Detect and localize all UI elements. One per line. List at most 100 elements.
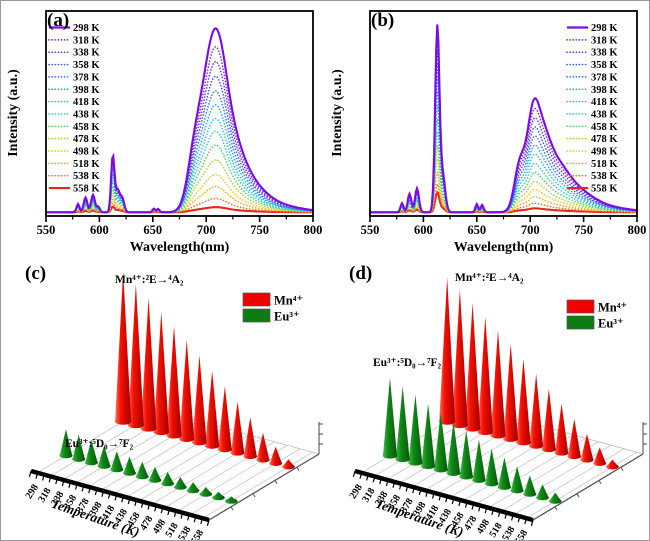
legend-label: 318 K bbox=[591, 35, 618, 46]
cone-body bbox=[459, 430, 473, 477]
cone-body bbox=[230, 401, 245, 453]
y-axis-title-b: Intensity (a.u.) bbox=[330, 69, 345, 157]
cone-body bbox=[510, 466, 524, 491]
temperature-axis-tick bbox=[101, 490, 105, 497]
temperature-axis-tick bbox=[88, 487, 91, 494]
temperature-axis-tick bbox=[352, 470, 356, 477]
cone-body bbox=[136, 461, 149, 477]
cone-body bbox=[477, 316, 493, 432]
temperature-axis-tick bbox=[504, 512, 508, 519]
right-edge-tick bbox=[230, 506, 234, 511]
legend-label: 358 K bbox=[73, 60, 100, 71]
right-edge-tick bbox=[296, 466, 300, 471]
x-axis-title-a: Wavelength(nm) bbox=[129, 240, 230, 255]
temperature-axis-tick bbox=[114, 494, 118, 501]
cone-body bbox=[516, 358, 531, 443]
cone-body bbox=[464, 302, 481, 429]
cone-body bbox=[187, 482, 200, 491]
legend-label: 298 K bbox=[73, 23, 100, 34]
temperature-axis-tick bbox=[134, 499, 138, 506]
temperature-axis-tick bbox=[154, 505, 157, 512]
cone-body bbox=[490, 330, 506, 436]
panel-c: 298 318 338 358 378 398 418 438 458 478 498 518 538 5… bbox=[1, 259, 325, 540]
temperature-axis bbox=[354, 468, 534, 523]
x-tick-label: 700 bbox=[521, 223, 540, 237]
legend-label: Mn⁴⁺ bbox=[274, 294, 303, 308]
cone-body bbox=[503, 343, 518, 439]
legend-label: 518 K bbox=[73, 159, 100, 170]
cone-body bbox=[161, 471, 174, 484]
temperature-axis-tick bbox=[478, 505, 481, 512]
legend-label: 518 K bbox=[591, 159, 618, 170]
cone-body bbox=[199, 486, 212, 495]
cone-body bbox=[59, 429, 73, 456]
spectrum-curve-298-K bbox=[370, 24, 638, 214]
spectrum-curve-298-K bbox=[46, 27, 314, 214]
temperature-axis-tick bbox=[372, 476, 376, 483]
top-row: 550 600 650 700 750 800 298 K 318 K 338 K 358 K 37… bbox=[1, 1, 649, 259]
cone-body bbox=[140, 297, 157, 429]
legend-label: Mn⁴⁺ bbox=[598, 301, 627, 315]
temperature-axis-tick bbox=[458, 499, 462, 506]
floor-gridline bbox=[513, 448, 625, 516]
temperature-axis-tick bbox=[48, 476, 52, 483]
cone-body bbox=[593, 447, 606, 464]
temperature-axis-tick bbox=[412, 487, 415, 494]
floor-gridline bbox=[189, 448, 301, 516]
temperature-axis-tick bbox=[471, 503, 475, 510]
legend-label: 538 K bbox=[591, 171, 618, 182]
legend-label: 338 K bbox=[73, 48, 100, 59]
cone-body bbox=[555, 403, 569, 453]
temperature-axis-tick bbox=[107, 492, 111, 499]
right-edge-tick bbox=[554, 506, 558, 511]
temperature-axis-tick bbox=[173, 510, 177, 517]
temperature-axis-tick bbox=[445, 496, 448, 503]
temperature-axis-tick bbox=[438, 494, 442, 501]
cone-body bbox=[174, 477, 187, 488]
cone-chart-d: 2983183383583783984184384584784985185385… bbox=[348, 272, 647, 541]
temperature-axis-tick bbox=[379, 478, 382, 485]
legend-swatch bbox=[242, 292, 271, 307]
temperature-axis-tick bbox=[180, 512, 184, 519]
temperature-axis-tick bbox=[359, 472, 363, 479]
temperature-axis-tick bbox=[68, 481, 72, 488]
x-tick-label: 800 bbox=[304, 223, 323, 237]
cone-body bbox=[542, 388, 556, 450]
floor-gridline bbox=[488, 441, 599, 509]
legend-label: 418 K bbox=[591, 97, 618, 108]
legend-label: 498 K bbox=[73, 147, 100, 158]
temperature-axis-tick bbox=[193, 516, 197, 523]
temperature-axis-tick bbox=[55, 478, 58, 485]
legend-label: 398 K bbox=[73, 85, 100, 96]
floor-right-edge bbox=[532, 453, 644, 521]
panel-d: 298 318 338 358 378 398 418 438 458 478 498 518 538 5… bbox=[325, 259, 649, 541]
cone-body bbox=[439, 277, 456, 422]
cone-body bbox=[498, 457, 511, 488]
panel-b: 550 600 650 700 750 800 298 K 318 K 338 K 358 K 37… bbox=[325, 1, 649, 259]
temperature-axis-tick bbox=[74, 483, 78, 490]
temperature-axis-tick bbox=[405, 485, 409, 492]
cone-body bbox=[115, 271, 132, 422]
y-axis-title-a: Intensity (a.u.) bbox=[6, 69, 21, 157]
legend-label: 558 K bbox=[73, 184, 100, 195]
cone-body bbox=[485, 448, 499, 484]
temperature-axis-tick bbox=[392, 481, 396, 488]
cone-body bbox=[192, 355, 207, 443]
x-tick-label: 700 bbox=[197, 223, 216, 237]
panel-b-label: (b) bbox=[371, 10, 395, 31]
cone-body bbox=[529, 373, 544, 446]
cone-body bbox=[452, 289, 468, 425]
cone-chart-c: 2983183383583783984184384584784985185385… bbox=[24, 271, 323, 540]
floor-right-edge bbox=[208, 453, 320, 521]
legend-label: 478 K bbox=[591, 134, 618, 145]
legend-label: 438 K bbox=[73, 109, 100, 120]
temperature-axis-tick bbox=[431, 492, 435, 499]
temperature-axis-tick bbox=[42, 474, 45, 481]
legend-label: Eu³⁺ bbox=[598, 317, 624, 331]
temperature-axis-tick bbox=[140, 501, 144, 508]
cone-body bbox=[269, 446, 282, 464]
temperature-axis-tick bbox=[81, 485, 85, 492]
legend-label: 398 K bbox=[591, 85, 618, 96]
temperature-tick-label: 558 bbox=[513, 528, 530, 541]
x-tick-label: 550 bbox=[37, 223, 56, 237]
